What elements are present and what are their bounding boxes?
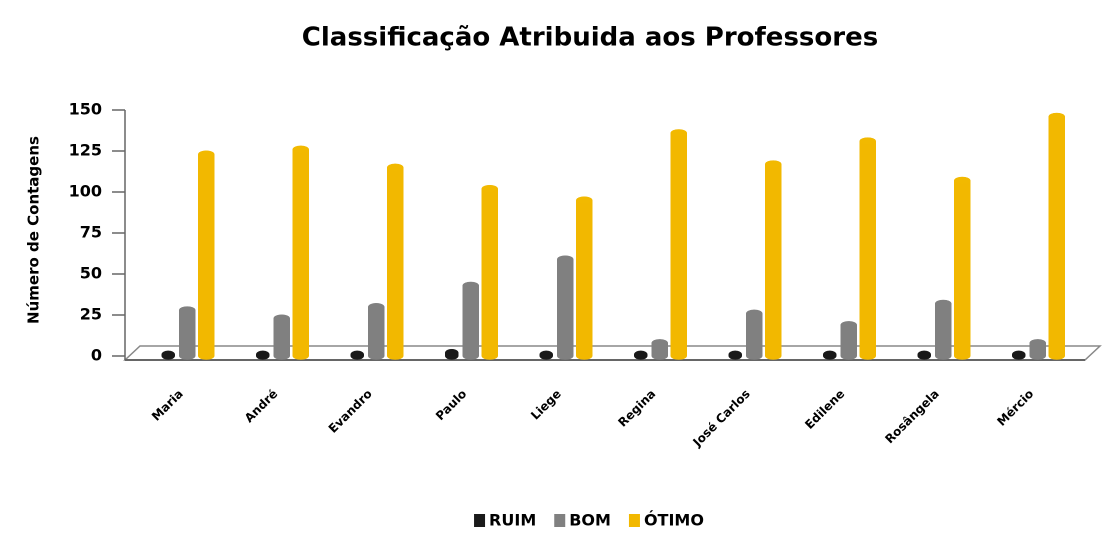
x-tick-label: Paulo bbox=[433, 387, 469, 423]
x-tick-label: André bbox=[242, 387, 281, 426]
bar-top bbox=[1012, 350, 1026, 358]
floor bbox=[123, 345, 1102, 361]
bar-top bbox=[292, 145, 309, 153]
bar bbox=[179, 306, 196, 360]
bar bbox=[1048, 112, 1065, 360]
bar-top bbox=[462, 281, 479, 289]
y-axis-label: Número de Contagens bbox=[25, 136, 43, 324]
bar-top bbox=[161, 350, 175, 358]
bar-top bbox=[256, 350, 270, 358]
bar bbox=[576, 196, 593, 360]
x-tick-label: Evandro bbox=[326, 387, 375, 436]
legend-label: BOM bbox=[569, 511, 611, 530]
legend-label: ÓTIMO bbox=[644, 511, 704, 530]
bar-top bbox=[198, 150, 215, 158]
bar-top bbox=[765, 160, 782, 168]
y-tick-label: 25 bbox=[80, 305, 102, 324]
bar-top bbox=[859, 137, 876, 145]
bar bbox=[765, 160, 782, 360]
x-tick-label: Mércio bbox=[994, 387, 1036, 429]
bar-top bbox=[387, 163, 404, 171]
bar-top bbox=[651, 339, 668, 347]
bar-top bbox=[273, 314, 290, 322]
chart-title: Classificação Atribuida aos Professores bbox=[302, 23, 878, 53]
x-tick-label: Maria bbox=[149, 387, 186, 424]
bar bbox=[368, 303, 385, 360]
bar-top bbox=[368, 303, 385, 311]
x-tick-label: José Carlos bbox=[690, 387, 753, 450]
legend-swatch bbox=[554, 514, 566, 527]
bar-top bbox=[823, 350, 837, 358]
y-tick-label: 100 bbox=[69, 182, 102, 201]
bar-top bbox=[670, 129, 687, 137]
bar-top bbox=[1029, 339, 1046, 347]
bar bbox=[292, 145, 309, 360]
bar-top bbox=[539, 350, 553, 358]
bar-top bbox=[935, 300, 952, 308]
bar-top bbox=[1048, 113, 1065, 121]
bar-top bbox=[445, 349, 459, 357]
bar-top bbox=[840, 321, 857, 329]
bar-top bbox=[954, 177, 971, 185]
bar bbox=[954, 176, 971, 360]
y-tick-label: 125 bbox=[69, 141, 102, 160]
bar-top bbox=[557, 255, 574, 263]
bar bbox=[746, 309, 763, 360]
bar-top bbox=[917, 350, 931, 358]
legend-swatch bbox=[474, 514, 486, 527]
bar-top bbox=[728, 350, 742, 358]
bar-top bbox=[481, 185, 498, 193]
x-tick-label: Rosângela bbox=[882, 387, 942, 447]
bar-top bbox=[350, 350, 364, 358]
y-tick-label: 50 bbox=[80, 264, 102, 283]
bar bbox=[935, 299, 952, 360]
y-tick-label: 0 bbox=[91, 346, 102, 365]
bar bbox=[387, 163, 404, 360]
bar-top bbox=[634, 350, 648, 358]
y-tick-label: 150 bbox=[69, 100, 102, 119]
bar-top bbox=[179, 306, 196, 314]
x-tick-label: Liege bbox=[528, 387, 564, 423]
bar bbox=[462, 281, 479, 360]
legend-label: RUIM bbox=[489, 511, 536, 530]
legend-swatch bbox=[628, 514, 640, 527]
bar-top bbox=[746, 309, 763, 317]
bar bbox=[198, 150, 215, 360]
bar bbox=[557, 255, 574, 360]
bar-top bbox=[576, 196, 593, 204]
bar bbox=[859, 137, 876, 360]
bar bbox=[481, 185, 498, 360]
x-tick-label: Edilene bbox=[802, 387, 847, 432]
x-tick-label: Regina bbox=[615, 387, 658, 430]
bar bbox=[670, 129, 687, 360]
y-tick-label: 75 bbox=[80, 223, 102, 242]
